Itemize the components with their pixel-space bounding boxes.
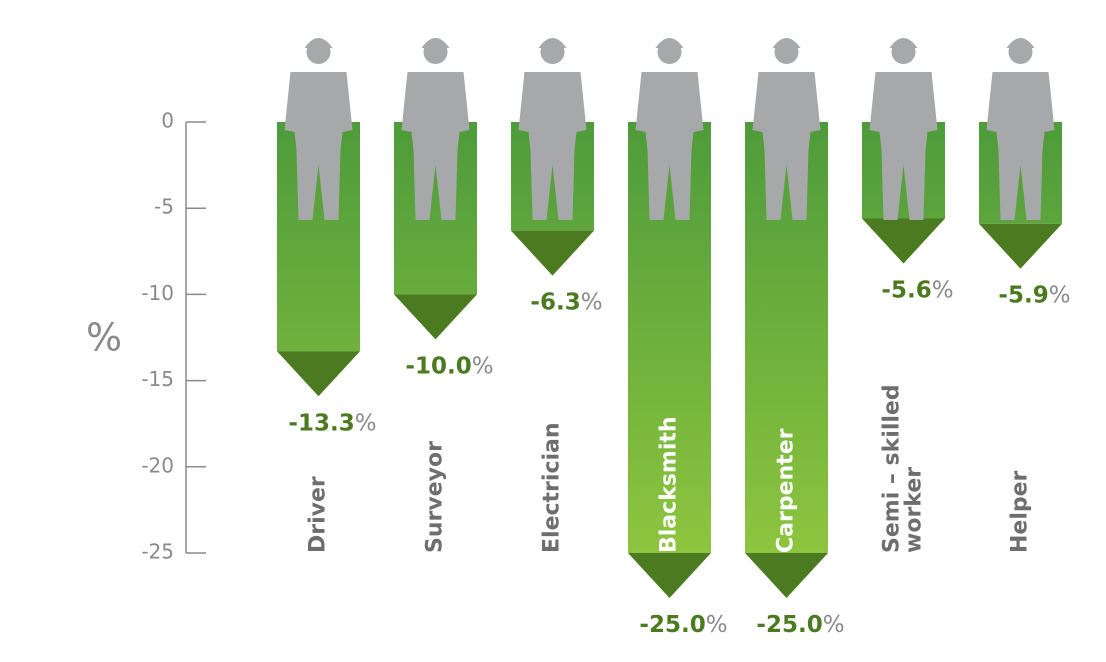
category-label: Electrician xyxy=(540,422,565,553)
category-label: Semi – skilledworker xyxy=(880,384,927,553)
bar xyxy=(628,122,711,553)
value-label-unit: % xyxy=(706,612,728,638)
value-label: -6.3% xyxy=(530,289,602,315)
bar-arrow xyxy=(745,553,828,598)
torso xyxy=(284,72,353,150)
value-label: -10.0% xyxy=(405,353,493,379)
value-label-unit: % xyxy=(1049,282,1071,308)
legs xyxy=(296,150,341,220)
bar-arrow xyxy=(979,223,1062,269)
legs xyxy=(413,150,458,220)
legs xyxy=(998,150,1043,220)
torso xyxy=(401,72,470,150)
hat xyxy=(772,38,801,48)
worker-silhouette xyxy=(401,38,470,220)
y-tick-label: -15 xyxy=(141,367,174,391)
worker-silhouette xyxy=(518,38,587,220)
bar-arrow xyxy=(862,218,945,264)
torso xyxy=(635,72,704,150)
value-label: -25.0% xyxy=(639,612,727,638)
value-label-number: -10.0 xyxy=(405,353,471,379)
bar-arrow xyxy=(394,294,477,340)
y-tick-label: -5 xyxy=(154,195,174,219)
value-label: -25.0% xyxy=(756,612,844,638)
category-label: Helper xyxy=(1008,470,1033,553)
legs xyxy=(881,150,926,220)
category-label: Blacksmith xyxy=(657,416,682,553)
value-label-number: -13.3 xyxy=(288,410,354,436)
value-label: -5.6% xyxy=(881,277,953,303)
value-label-unit: % xyxy=(472,353,494,379)
value-label: -5.9% xyxy=(998,282,1070,308)
torso xyxy=(518,72,587,150)
torso xyxy=(986,72,1055,150)
value-label: -13.3% xyxy=(288,410,376,436)
bar-arrow xyxy=(277,351,360,397)
value-label-unit: % xyxy=(581,289,603,315)
hat xyxy=(1006,38,1035,48)
y-tick-label: -20 xyxy=(141,453,174,477)
hat xyxy=(304,38,333,48)
legs xyxy=(764,150,809,220)
y-tick-label: -10 xyxy=(141,281,174,305)
hat xyxy=(889,38,918,48)
torso xyxy=(752,72,821,150)
worker-silhouette xyxy=(869,38,938,220)
value-label-unit: % xyxy=(823,612,845,638)
hat xyxy=(538,38,567,48)
value-label-unit: % xyxy=(932,277,954,303)
worker-silhouette xyxy=(752,38,821,220)
category-label: Surveyor xyxy=(423,441,448,553)
legs xyxy=(647,150,692,220)
value-label-number: -5.9 xyxy=(998,282,1048,308)
value-label-number: -25.0 xyxy=(639,612,705,638)
y-tick-label: -25 xyxy=(141,540,174,564)
hat xyxy=(421,38,450,48)
torso xyxy=(869,72,938,150)
category-label: Carpenter xyxy=(774,428,799,553)
worker-silhouette xyxy=(986,38,1055,220)
value-label-number: -25.0 xyxy=(756,612,822,638)
bar-arrow xyxy=(511,230,594,276)
legs xyxy=(530,150,575,220)
value-label-unit: % xyxy=(355,410,377,436)
y-tick-label: 0 xyxy=(161,109,174,133)
bar xyxy=(745,122,828,553)
worker-silhouette xyxy=(284,38,353,220)
value-label-number: -6.3 xyxy=(530,289,580,315)
hat xyxy=(655,38,684,48)
y-axis-label: % xyxy=(86,316,122,360)
category-label: Driver xyxy=(306,476,331,553)
worker-silhouette xyxy=(635,38,704,220)
bar-arrow xyxy=(628,553,711,598)
value-label-number: -5.6 xyxy=(881,277,931,303)
